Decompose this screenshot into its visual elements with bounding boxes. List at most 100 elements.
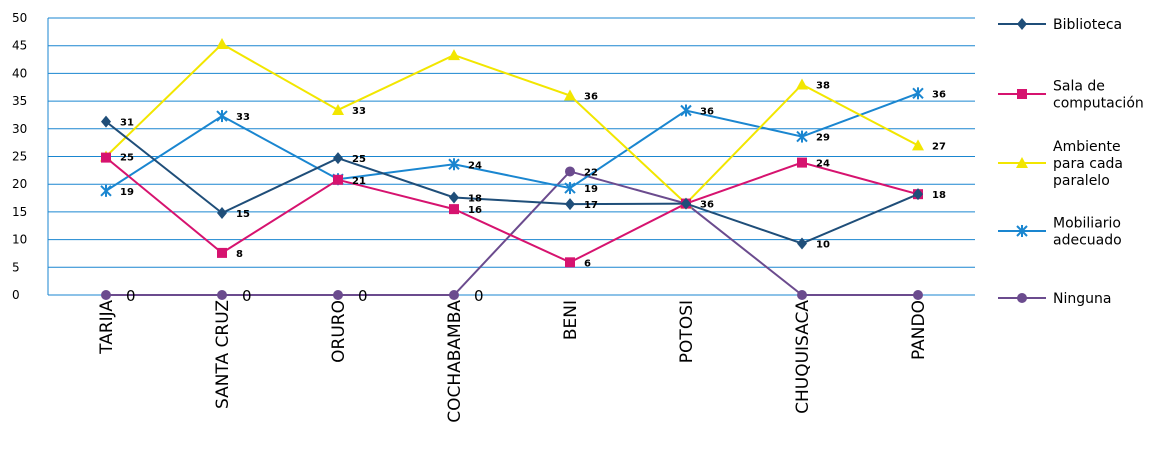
x-tick-label: POTOSI [677,300,697,363]
data-point [448,158,460,171]
data-point [565,198,575,211]
y-axis: 0 5 10 15 20 25 30 35 40 45 50 [12,11,49,302]
y-tick-label: 5 [12,260,20,274]
data-label: 10 [816,239,830,250]
y-tick-label: 50 [12,11,27,25]
series-line [105,92,919,192]
y-tick-label: 40 [12,66,27,80]
zero-label: 0 [358,287,368,305]
data-label: 24 [816,159,830,170]
x-tick-label: SANTA CRUZ [213,300,233,409]
data-label: 16 [468,205,482,216]
data-label: 36 [700,200,714,211]
data-label: 25 [120,153,134,164]
legend-label: adecuado [1053,233,1122,249]
data-point [797,237,807,250]
data-point [100,184,112,197]
zero-label: 0 [242,287,252,305]
legend-label: Biblioteca [1053,17,1122,33]
data-label: 15 [236,209,250,220]
data-point [216,110,228,123]
y-tick-label: 15 [12,205,27,219]
legend-label: para cada [1053,156,1123,172]
data-point [216,38,228,50]
legend-label: paralelo [1053,173,1110,189]
data-point [797,290,807,300]
data-label: 36 [932,89,946,100]
data-label: 21 [352,176,366,187]
data-point [333,152,343,165]
legend-item: Biblioteca [998,17,1122,33]
series-line [105,156,919,264]
y-tick-label: 45 [12,39,27,53]
x-tick-label: CHUQUISACA [793,300,813,414]
y-tick-label: 25 [12,150,27,164]
data-point [217,207,227,220]
data-point [797,157,807,168]
data-point [913,188,923,201]
series-ambiente-para-cada-paralelo [100,38,924,209]
legend-marker [1016,157,1028,168]
data-point [796,78,808,90]
legend-label: computación [1053,96,1144,112]
data-point [217,290,227,300]
series-biblioteca [101,115,923,250]
data-label: 18 [468,193,482,204]
data-point [564,182,576,195]
data-label: 33 [236,112,250,123]
series-mobiliario-adecuado [100,87,924,197]
data-point [101,115,111,128]
data-point [565,166,575,177]
data-label: 38 [816,80,830,91]
y-tick-label: 20 [12,177,27,191]
data-label: 17 [584,200,598,211]
data-point [448,49,460,61]
grid-lines [48,17,975,296]
data-point [217,247,227,258]
chart-series [100,38,924,300]
legend-marker [1017,89,1027,99]
zero-label: 0 [474,287,484,305]
data-point [796,130,808,143]
legend-label: Sala de [1053,79,1105,95]
legend-label: Mobiliario [1053,216,1121,232]
x-tick-label: ORURO [329,300,349,363]
x-axis: TARIJA SANTA CRUZ ORURO COCHABAMBA BENI POTOS… [97,300,929,423]
data-point [101,290,111,300]
data-point [449,204,459,215]
series-ninguna [101,166,923,300]
x-tick-label: PANDO [909,300,929,360]
y-tick-label: 35 [12,94,27,108]
data-point [333,174,343,185]
legend-label: Ambiente [1053,139,1121,155]
data-label: 8 [236,249,243,260]
y-tick-label: 0 [12,288,20,302]
x-tick-label: TARIJA [97,300,117,355]
data-point [333,290,343,300]
series-line [105,120,919,245]
legend-marker [1017,18,1027,30]
data-label: 6 [584,258,591,269]
data-label: 18 [932,190,946,201]
x-tick-label: BENI [561,300,581,340]
legend-item: Ninguna [998,291,1111,307]
data-labels: 31 15 25 18 17 10 8 21 16 6 24 18 25 33 36 36 38 27 19 33 24… [120,80,946,305]
series-line [105,42,919,205]
data-label: 31 [120,118,134,129]
data-point [332,103,344,115]
data-label: 24 [468,160,482,171]
data-label: 19 [584,184,598,195]
data-label: 22 [584,167,598,178]
data-label: 36 [700,107,714,118]
legend-label: Ninguna [1053,291,1111,307]
y-tick-label: 10 [12,233,27,247]
data-point [565,257,575,268]
data-point [912,87,924,100]
data-point [449,290,459,300]
data-label: 27 [932,141,946,152]
